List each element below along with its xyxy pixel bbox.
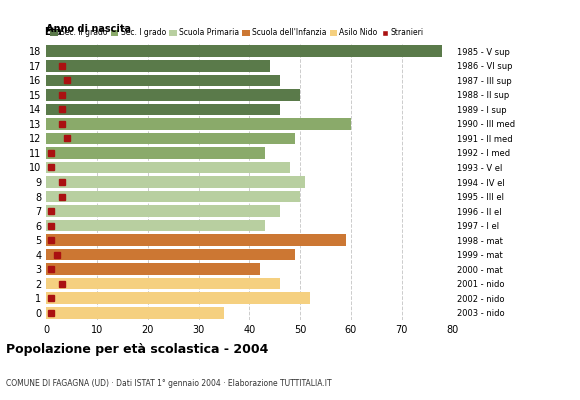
Bar bbox=[46, 147, 264, 159]
Bar bbox=[46, 220, 264, 231]
Bar bbox=[46, 104, 280, 115]
Legend: Sec. II grado, Sec. I grado, Scuola Primaria, Scuola dell'Infanzia, Asilo Nido, : Sec. II grado, Sec. I grado, Scuola Prim… bbox=[50, 28, 424, 38]
Bar bbox=[46, 234, 346, 246]
Bar bbox=[46, 176, 305, 188]
Bar bbox=[46, 46, 443, 57]
Bar bbox=[46, 133, 295, 144]
Bar bbox=[46, 205, 280, 217]
Bar bbox=[46, 118, 351, 130]
Text: COMUNE DI FAGAGNA (UD) · Dati ISTAT 1° gennaio 2004 · Elaborazione TUTTITALIA.IT: COMUNE DI FAGAGNA (UD) · Dati ISTAT 1° g… bbox=[6, 379, 331, 388]
Text: Popolazione per età scolastica - 2004: Popolazione per età scolastica - 2004 bbox=[6, 343, 268, 356]
Bar bbox=[46, 60, 270, 72]
Bar bbox=[46, 278, 280, 290]
Bar bbox=[46, 74, 280, 86]
Text: Anno di nascita: Anno di nascita bbox=[46, 24, 132, 34]
Bar bbox=[46, 263, 260, 275]
Bar bbox=[46, 162, 290, 173]
Bar bbox=[46, 89, 300, 101]
Bar bbox=[46, 307, 224, 318]
Bar bbox=[46, 191, 300, 202]
Bar bbox=[46, 292, 310, 304]
Text: Età: Età bbox=[44, 27, 61, 37]
Bar bbox=[46, 249, 295, 260]
